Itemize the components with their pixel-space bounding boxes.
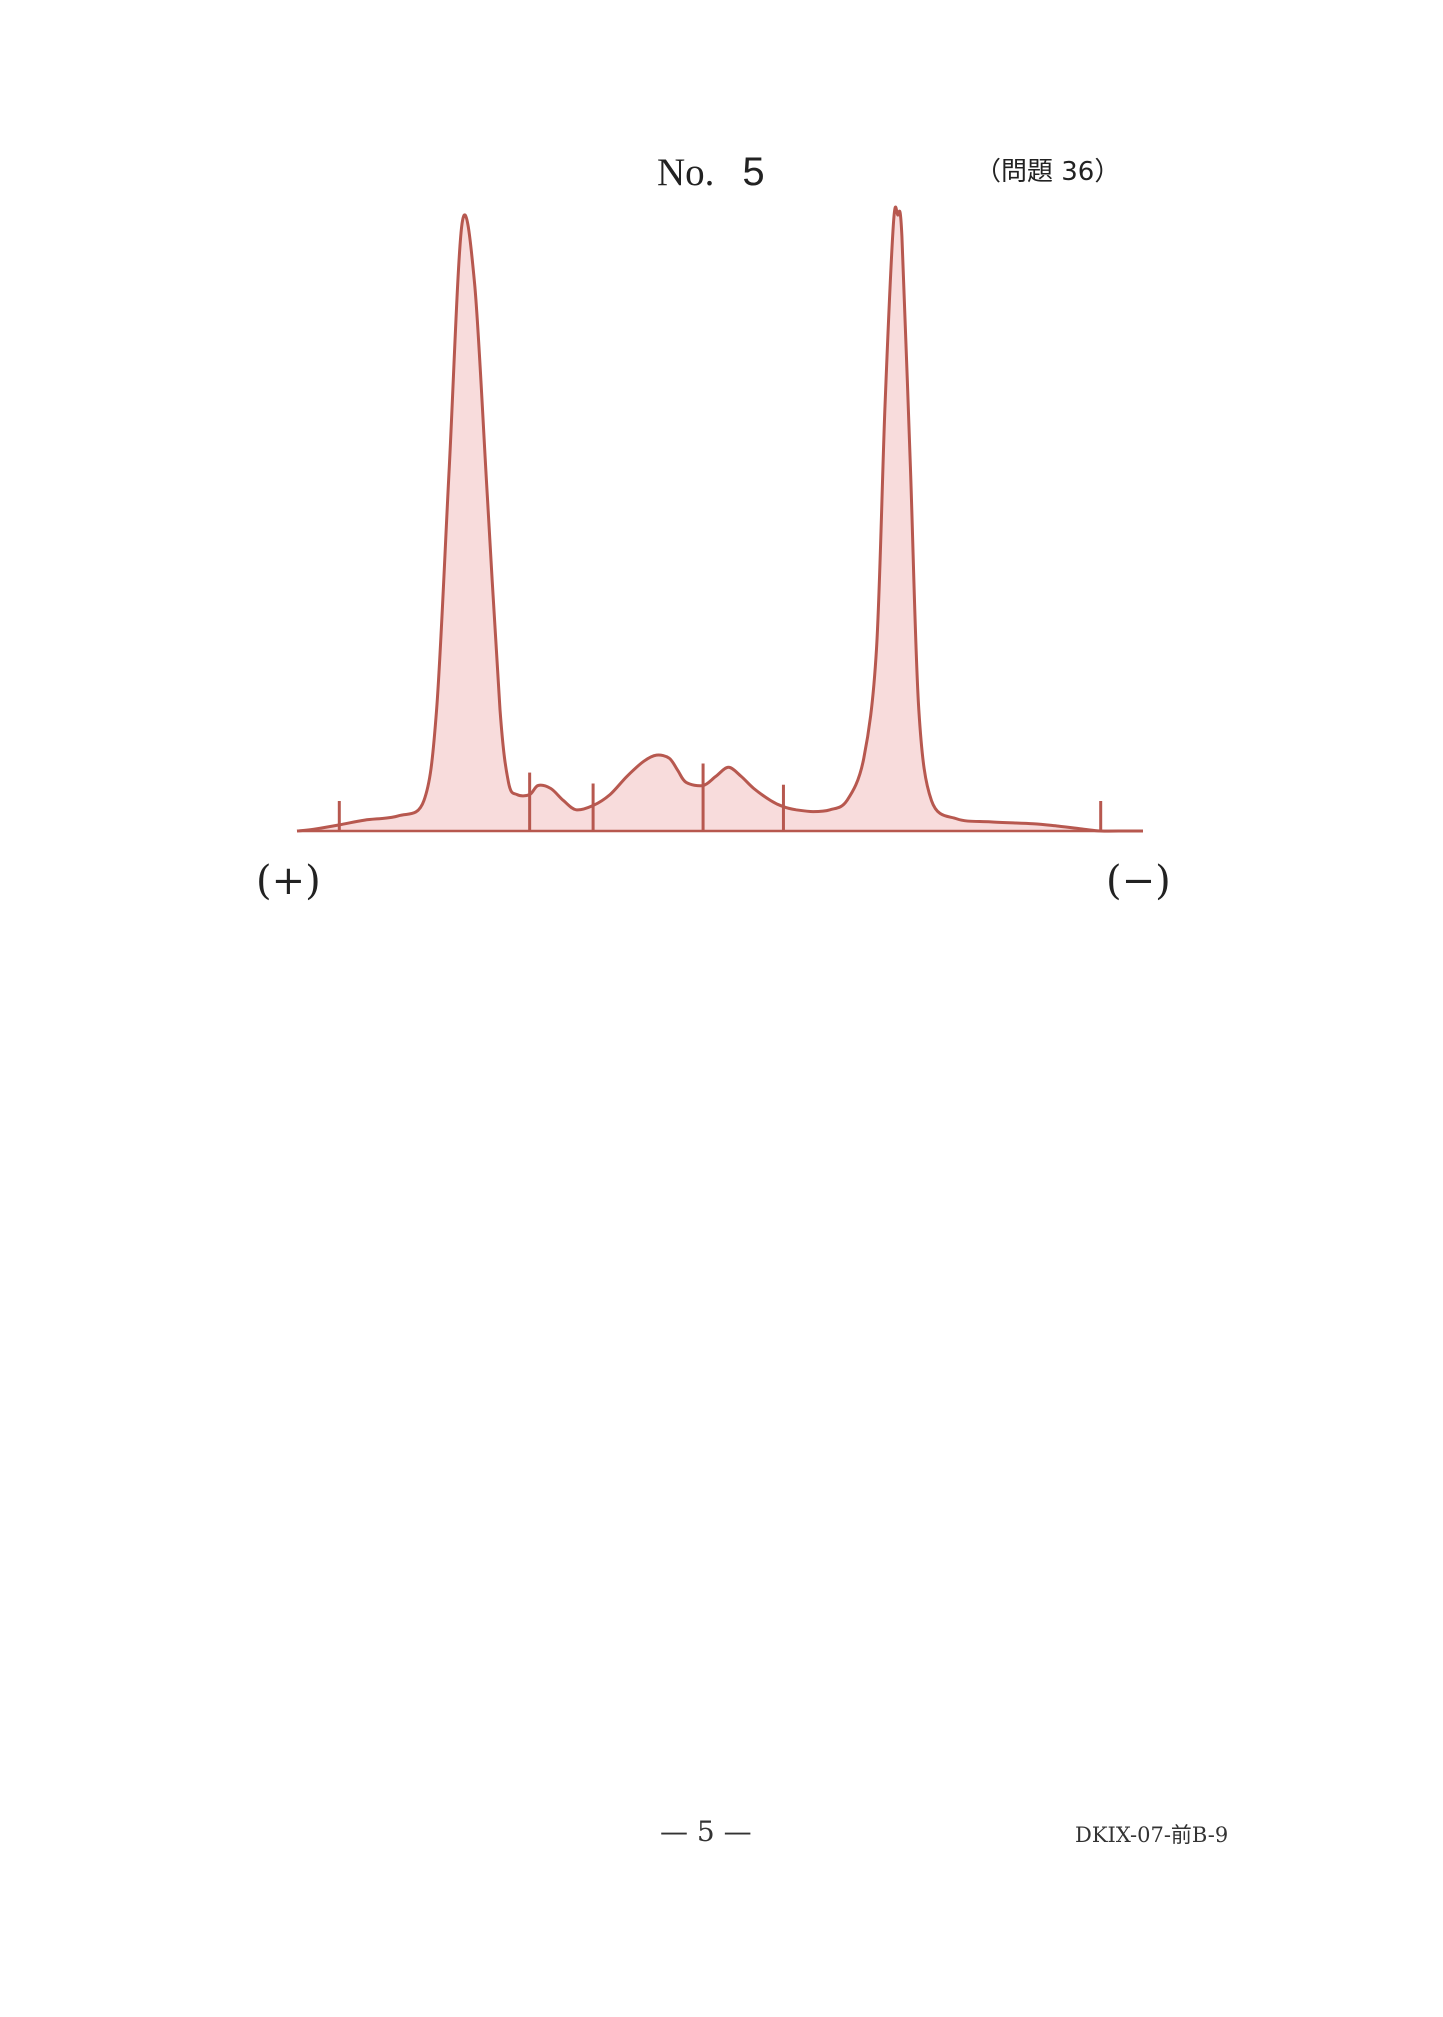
figure-number: 5 — [742, 150, 765, 194]
anode-label: (+) — [256, 858, 321, 904]
page-number: — 5 — — [660, 1815, 752, 1848]
densitogram-fill — [297, 206, 1143, 832]
cathode-label: (−) — [1106, 858, 1171, 904]
densitogram-curve — [296, 205, 1144, 833]
question-reference: （問題 36） — [975, 157, 1121, 187]
document-code: DKIX-07-前B-9 — [1075, 1823, 1229, 1847]
figure-title-prefix: No. — [657, 151, 715, 194]
figure-title: No. 5 — [657, 150, 765, 195]
